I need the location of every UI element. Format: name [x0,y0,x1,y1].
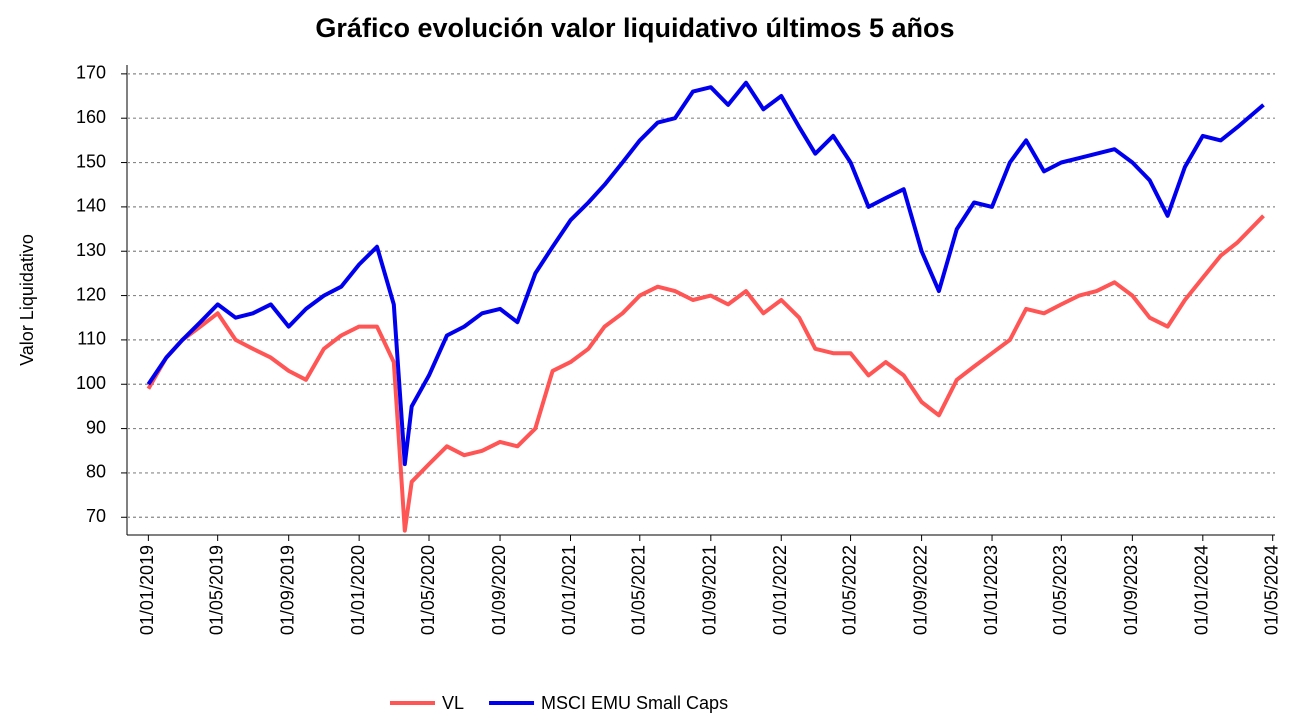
legend-label: MSCI EMU Small Caps [541,693,728,713]
y-tick-label: 110 [77,329,106,349]
y-tick-label: 130 [76,240,106,260]
x-tick-label: 01/05/2021 [629,545,649,635]
x-tick-label: 01/05/2020 [418,545,438,635]
x-tick-label: 01/05/2019 [206,545,226,635]
x-tick-label: 01/09/2022 [910,545,930,635]
x-tick-label: 01/05/2024 [1261,545,1281,635]
x-tick-label: 01/01/2019 [137,545,157,635]
y-tick-label: 160 [76,107,106,127]
x-tick-label: 01/09/2019 [277,545,297,635]
x-tick-label: 01/01/2022 [770,545,790,635]
x-tick-label: 01/09/2023 [1121,545,1141,635]
x-tick-label: 01/05/2022 [839,545,859,635]
x-tick-label: 01/09/2020 [489,545,509,635]
x-tick-label: 01/01/2020 [348,545,368,635]
legend-label: VL [442,693,464,713]
y-tick-label: 90 [86,417,106,437]
x-tick-label: 01/09/2021 [700,545,720,635]
y-tick-label: 170 [76,63,106,83]
series-line [146,214,1265,533]
x-tick-label: 01/01/2021 [559,545,579,635]
y-tick-label: 100 [76,373,106,393]
y-tick-label: 140 [76,196,106,216]
x-tick-label: 01/05/2023 [1050,545,1070,635]
series-line [146,80,1265,467]
x-tick-label: 01/01/2023 [981,545,1001,635]
y-tick-label: 80 [86,462,106,482]
y-tick-label: 150 [76,151,106,171]
y-tick-label: 120 [76,284,106,304]
y-tick-label: 70 [86,506,106,526]
y-axis-label: Valor Liquidativo [17,234,37,366]
chart-title: Gráfico evolución valor liquidativo últi… [315,13,954,43]
x-tick-label: 01/01/2024 [1192,545,1212,635]
